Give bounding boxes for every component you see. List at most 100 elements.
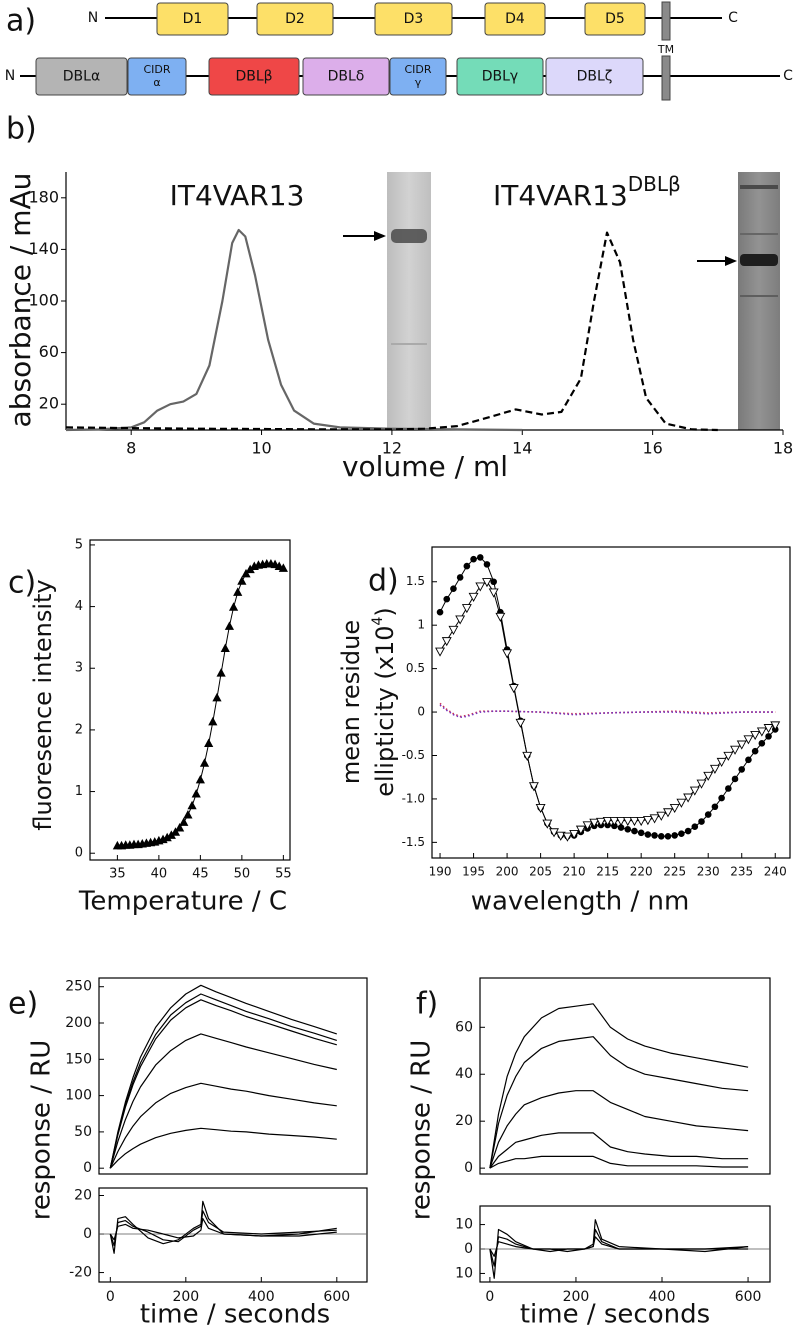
- y-tick-label: 1: [417, 618, 425, 632]
- data-point: [750, 730, 761, 741]
- data-point: [204, 738, 214, 747]
- annotation: IT4VAR13: [170, 179, 305, 212]
- data-point: [441, 637, 452, 647]
- data-line: [109, 1082, 337, 1169]
- data-point: [676, 798, 687, 808]
- domain-box: [456, 57, 544, 96]
- domain-label: DBLζ: [577, 69, 613, 85]
- domain-box: [584, 2, 646, 36]
- y-tick-label: 4: [75, 599, 83, 614]
- gel-band: [740, 233, 778, 235]
- data-line: [489, 1236, 749, 1257]
- panel-label: b): [6, 112, 37, 147]
- data-point: [669, 803, 680, 814]
- domain-box: [302, 57, 390, 96]
- y-tick-label: 0: [464, 1241, 473, 1257]
- data-line: [65, 231, 718, 432]
- plot-frame: [98, 1187, 368, 1283]
- y-tick-label: 3: [75, 661, 83, 676]
- x-tick-label: 215: [596, 865, 619, 879]
- x-tick-label: 35: [109, 867, 126, 882]
- data-point: [224, 621, 235, 630]
- data-line: [65, 228, 523, 432]
- gel-band: [740, 254, 778, 266]
- data-point: [528, 782, 539, 792]
- x-axis-label: volume / ml: [342, 450, 508, 483]
- panel-label: f): [416, 987, 438, 1022]
- data-line: [109, 1218, 337, 1241]
- x-tick-label: 235: [730, 865, 753, 879]
- data-point: [482, 578, 492, 588]
- annotation-text: IT4VAR13: [493, 179, 628, 212]
- x-tick-label: 400: [649, 1289, 676, 1305]
- data-point: [736, 740, 747, 750]
- data-point: [162, 832, 172, 842]
- y-tick-label: 0: [83, 1160, 92, 1176]
- data-point: [678, 830, 685, 837]
- data-point: [448, 625, 459, 635]
- y-tick-label: 60: [39, 342, 59, 361]
- data-line: [439, 581, 776, 837]
- gel-lane: [738, 172, 780, 430]
- data-point: [508, 684, 519, 694]
- data-point: [649, 814, 660, 824]
- annotation-superscript: DBLβ: [628, 172, 681, 196]
- y-axis-label-text: ellipticity (x10: [371, 626, 399, 797]
- x-tick-label: 50: [234, 867, 251, 882]
- data-point: [663, 808, 673, 818]
- data-point: [502, 649, 513, 659]
- y-axis-label: fluoresence intensity: [29, 579, 57, 830]
- plot-frame: [431, 546, 791, 859]
- data-point: [199, 758, 210, 767]
- domain-label: D4: [505, 11, 525, 27]
- y-tick-label: 60: [455, 1019, 473, 1035]
- data-point: [683, 793, 694, 803]
- domain-box: [374, 2, 453, 36]
- domain-label: D2: [285, 11, 305, 27]
- gel-band: [391, 343, 427, 345]
- data-point: [765, 733, 772, 740]
- y-axis-label-text: ): [371, 607, 399, 616]
- data-point: [476, 554, 484, 561]
- x-tick-label: 18: [773, 439, 793, 458]
- y-axis-label: response / RU: [27, 1040, 57, 1220]
- data-point: [763, 724, 774, 734]
- data-point: [212, 692, 222, 702]
- data-point: [216, 668, 226, 677]
- data-point: [637, 829, 645, 837]
- panel-label: d): [368, 564, 399, 599]
- gel-images: [343, 172, 780, 430]
- plot-frame: [98, 977, 368, 1175]
- x-tick-label: 200: [172, 1289, 199, 1305]
- data-point: [595, 817, 606, 827]
- data-point: [656, 811, 667, 821]
- data-point: [241, 568, 251, 578]
- data-point: [245, 564, 255, 574]
- data-point: [522, 751, 533, 761]
- arrow-head: [374, 231, 386, 241]
- data-point: [468, 592, 479, 602]
- domain-label: γ: [415, 76, 422, 89]
- domain-label: DBLβ: [235, 69, 272, 85]
- x-tick-label: 210: [563, 865, 586, 879]
- data-line: [489, 1036, 749, 1169]
- data-point: [644, 831, 652, 838]
- y-tick-label: 2: [75, 722, 83, 737]
- data-point: [175, 822, 185, 832]
- plot-frame: [479, 977, 771, 1175]
- y-tick-label: 20: [39, 394, 59, 413]
- data-point: [664, 832, 672, 840]
- domain-box: [208, 57, 300, 96]
- domain-box: [389, 57, 447, 96]
- data-point: [443, 595, 451, 603]
- data-point: [233, 587, 243, 596]
- data-point: [575, 825, 586, 835]
- panel-label: a): [6, 4, 36, 39]
- x-axis-label: Temperature / C: [78, 887, 287, 917]
- y-axis-label: absorbance / mAu: [4, 173, 37, 428]
- y-axis-label-text: mean residue: [337, 620, 365, 784]
- data-point: [195, 774, 205, 784]
- domain-box: [484, 2, 546, 36]
- x-tick-label: 40: [151, 867, 168, 882]
